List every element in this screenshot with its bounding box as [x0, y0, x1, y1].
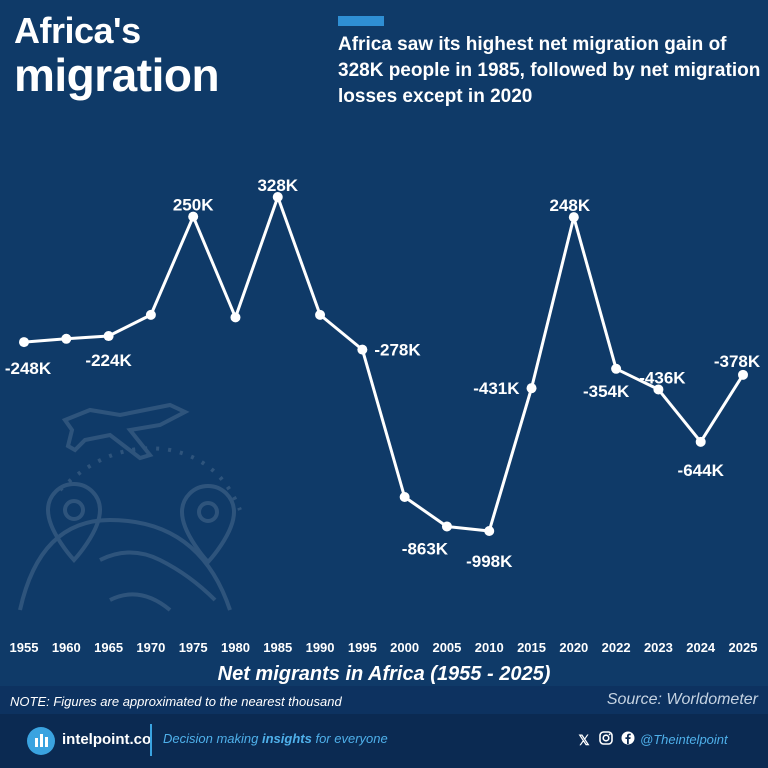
x-tick-label: 2015: [517, 640, 546, 655]
page-title-line2: migration: [14, 49, 220, 101]
data-label-2022: -354K: [583, 382, 630, 401]
data-label-1995: -278K: [374, 341, 421, 360]
data-label-1985: 328K: [257, 176, 298, 195]
data-point-2025: [738, 369, 748, 380]
data-point-2020: [568, 212, 579, 223]
x-tick-label: 1970: [136, 640, 165, 655]
data-label-2024: -644K: [678, 461, 725, 480]
source-text: Source: Worldometer: [606, 691, 758, 708]
social-handle[interactable]: @Theintelpoint: [640, 732, 728, 747]
data-label-1955: -248K: [5, 359, 52, 378]
x-tick-label: 2020: [559, 640, 588, 655]
brand-name[interactable]: intelpoint.co: [62, 731, 152, 748]
data-point-2015: [526, 383, 537, 394]
x-tick-label: 2024: [686, 640, 716, 655]
data-point-1985: [272, 192, 283, 202]
data-point-2000: [399, 491, 410, 502]
data-label-1975: 250K: [173, 196, 214, 215]
data-point-2005: [441, 521, 452, 532]
data-point-1990: [315, 309, 326, 320]
chart-title: Net migrants in Africa (1955 - 2025): [217, 663, 551, 685]
data-point-1960: [61, 333, 72, 344]
x-tick-label: 1955: [10, 640, 39, 655]
subtitle: Africa saw its highest net migration gai…: [338, 34, 761, 107]
x-tick-label: 1965: [94, 640, 123, 655]
data-point-2010: [484, 526, 495, 536]
x-tick-label: 1985: [263, 640, 292, 655]
data-label-2010: -998K: [466, 552, 513, 571]
data-point-1970: [145, 309, 156, 320]
data-point-1965: [103, 331, 114, 342]
tagline: Decision making insights for everyone: [163, 731, 388, 746]
series-line: [23, 195, 745, 533]
x-tick-label: 2000: [390, 640, 419, 655]
data-point-1955: [19, 337, 29, 348]
intelpoint-logo-icon: [27, 727, 55, 755]
social-links: 𝕏: [576, 731, 642, 749]
accent-bar: [338, 16, 384, 26]
footer-divider: [150, 724, 152, 756]
data-point-1980: [230, 312, 241, 323]
page-title-line1: Africa's: [14, 10, 141, 51]
x-tick-label: 1980: [221, 640, 250, 655]
facebook-icon[interactable]: [620, 731, 636, 748]
x-tick-label: 1975: [179, 640, 208, 655]
x-tick-label: 2025: [729, 640, 758, 655]
x-icon[interactable]: 𝕏: [578, 732, 590, 748]
data-point-1995: [357, 344, 368, 355]
x-tick-label: 1990: [306, 640, 335, 655]
footer: [0, 714, 768, 768]
line-chart: 1955 1960 1965 1970 1975 1980 1985 1990 1995 2000…: [5, 176, 761, 655]
data-label-2023: -436K: [639, 368, 686, 387]
data-point-2022: [611, 363, 622, 374]
x-tick-label: 2022: [602, 640, 631, 655]
x-tick-label: 2023: [644, 640, 673, 655]
data-label-2025: -378K: [714, 352, 761, 371]
data-label-2005: -863K: [402, 539, 449, 558]
data-label-2015: -431K: [473, 379, 520, 398]
data-label-2020: 248K: [550, 196, 591, 215]
x-tick-label: 2010: [475, 640, 504, 655]
data-point-2023: [653, 384, 664, 395]
x-tick-label: 2005: [432, 640, 461, 655]
data-label-1965: -224K: [85, 351, 132, 370]
x-tick-label: 1960: [52, 640, 81, 655]
note-text: NOTE: Figures are approximated to the ne…: [10, 694, 342, 709]
decorative-plane-map-icon: [18, 402, 242, 612]
instagram-icon[interactable]: [598, 731, 614, 748]
data-point-1975: [188, 211, 199, 222]
data-point-2024: [695, 436, 706, 447]
x-tick-label: 1995: [348, 640, 377, 655]
